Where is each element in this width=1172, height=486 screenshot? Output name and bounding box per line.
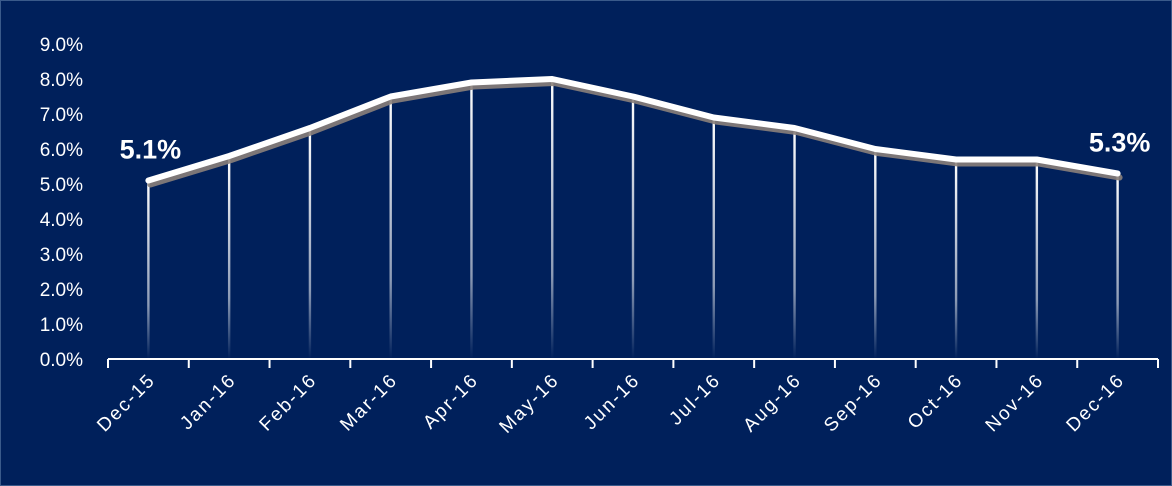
drop-line-Mar-16 — [389, 96, 392, 359]
x-tick-label-May-16: May-16 — [496, 370, 564, 438]
drop-line-Dec-16 — [1116, 173, 1119, 359]
data-labels: 5.1% 5.3% — [120, 128, 1151, 165]
x-tick-label-Dec-16: Dec-16 — [1063, 370, 1130, 437]
x-axis-tick-labels: Dec-15 Jan-16 Feb-16 Mar-16 Apr-16 May-16 Jun-… — [93, 370, 1129, 438]
x-tick-label-Apr-16: Apr-16 — [419, 370, 483, 434]
y-tick-label: 8.0% — [40, 70, 83, 91]
data-label-Dec-15: 5.1% — [120, 135, 182, 165]
drop-line-May-16 — [551, 79, 554, 359]
drop-line-Aug-16 — [793, 128, 796, 359]
series-line-shadow — [147, 80, 1123, 188]
drop-line-Jul-16 — [712, 117, 715, 359]
y-tick-label: 3.0% — [40, 245, 83, 266]
x-tick-label-Nov-16: Nov-16 — [982, 370, 1049, 437]
data-label-Dec-16: 5.3% — [1089, 128, 1151, 158]
drop-lines — [147, 79, 1119, 359]
drop-line-Jan-16 — [227, 156, 231, 359]
drop-line-Apr-16 — [470, 82, 473, 359]
x-tick-label-Jan-16: Jan-16 — [176, 370, 240, 434]
drop-line-Jun-16 — [631, 96, 635, 359]
x-tick-label-Feb-16: Feb-16 — [256, 370, 322, 436]
y-tick-label: 5.0% — [40, 175, 83, 196]
x-tick-label-Jun-16: Jun-16 — [580, 370, 644, 434]
drop-line-Sep-16 — [874, 149, 877, 359]
y-tick-label: 9.0% — [40, 35, 83, 56]
x-tick-label-Sep-16: Sep-16 — [820, 370, 887, 437]
y-tick-label: 7.0% — [40, 105, 83, 126]
x-tick-label-Jul-16: Jul-16 — [665, 370, 725, 430]
y-tick-label: 0.0% — [40, 350, 83, 371]
drop-line-Feb-16 — [308, 128, 312, 359]
y-tick-label: 6.0% — [40, 140, 83, 161]
x-tick-label-Mar-16: Mar-16 — [336, 370, 402, 436]
x-tick-label-Dec-15: Dec-15 — [93, 370, 160, 437]
y-tick-label: 2.0% — [40, 280, 83, 301]
x-axis — [107, 358, 1159, 368]
y-tick-label: 4.0% — [40, 210, 83, 231]
series-line-path — [145, 76, 1121, 184]
x-tick-label-Oct-16: Oct-16 — [904, 370, 968, 434]
y-axis-tick-labels: 0.0% 1.0% 2.0% 3.0% 4.0% 5.0% 6.0% 7.0% 8.0% 9.0% — [40, 35, 83, 371]
drop-line-Oct-16 — [954, 159, 958, 359]
series-line — [145, 76, 1123, 188]
x-tick-label-Aug-16: Aug-16 — [739, 370, 806, 437]
y-tick-label: 1.0% — [40, 315, 83, 336]
drop-line-Nov-16 — [1035, 159, 1039, 359]
drop-line-Dec-15 — [147, 180, 150, 359]
